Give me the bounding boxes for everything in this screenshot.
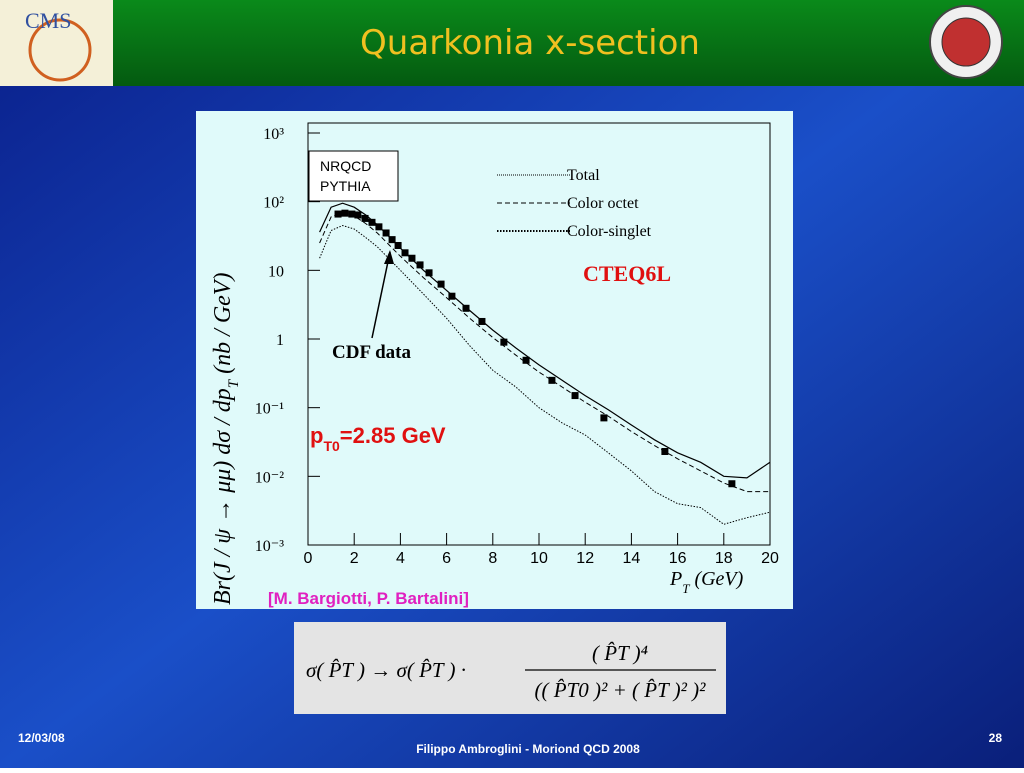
- data-point: [334, 210, 342, 218]
- footer-author: Filippo Ambroglini - Moriond QCD 2008: [416, 742, 640, 756]
- data-point: [348, 210, 356, 218]
- data-point: [661, 447, 669, 455]
- citation: [M. Bargiotti, P. Bartalini]: [268, 589, 469, 608]
- formula-box: [294, 622, 726, 714]
- legend-label: Color octet: [567, 195, 639, 212]
- data-point: [361, 214, 369, 222]
- x-tick-label: 12: [576, 550, 594, 567]
- series-line: [319, 211, 770, 493]
- series-line: [319, 224, 771, 525]
- x-tick-label: 10: [530, 550, 548, 567]
- data-point: [341, 209, 349, 217]
- data-point: [548, 376, 556, 384]
- logo-ring: [28, 18, 92, 82]
- slide-title: Quarkonia x-section: [360, 23, 700, 63]
- header-bar: [0, 0, 1024, 86]
- ylabel-part: (nb / GeV): [210, 273, 236, 380]
- data-point: [368, 218, 376, 226]
- data-point: [600, 414, 608, 422]
- x-tick-label: 8: [488, 550, 497, 567]
- data-point: [382, 229, 390, 237]
- y-tick-label: 1: [276, 332, 284, 349]
- model-label: NRQCD: [320, 158, 371, 174]
- x-tick-label: 4: [396, 550, 405, 567]
- model-label: PYTHIA: [320, 178, 371, 194]
- data-arrow: [371, 251, 391, 339]
- formula-numerator: ( P̂T )⁴: [592, 641, 648, 665]
- logo-text: CMS: [25, 8, 71, 33]
- xlabel-part: P: [669, 568, 682, 590]
- data-point: [388, 236, 396, 244]
- x-tick-label: 20: [761, 550, 779, 567]
- data-point: [522, 356, 530, 364]
- data-point: [425, 269, 433, 277]
- y-tick-label: 10⁻¹: [255, 401, 284, 418]
- data-point: [354, 211, 362, 219]
- legend-label: Color-singlet: [567, 223, 652, 240]
- series-line: [319, 202, 771, 479]
- formula-denominator: (( P̂T0 )² + ( P̂T )² )²: [535, 678, 707, 702]
- ylabel: Br(J / ψ → μμ) dσ / dpT (nb / GeV): [210, 273, 242, 605]
- pt0-part: =2.85 GeV: [340, 423, 446, 448]
- footer-page: 28: [989, 731, 1003, 745]
- data-point: [416, 261, 424, 269]
- y-tick-label: 10³: [263, 126, 284, 143]
- footer-date: 12/03/08: [18, 731, 65, 745]
- y-tick-label: 10⁻³: [255, 538, 284, 555]
- data-point: [437, 280, 445, 288]
- x-tick-label: 18: [715, 550, 733, 567]
- x-tick-label: 2: [350, 550, 359, 567]
- data-point: [408, 254, 416, 262]
- y-tick-label: 10²: [263, 195, 284, 212]
- x-tick-label: 14: [623, 550, 641, 567]
- y-tick-label: 10: [268, 263, 284, 280]
- pt0-label: pT0=2.85 GeV: [310, 423, 446, 454]
- data-point: [462, 304, 470, 312]
- data-point: [500, 338, 508, 346]
- model-box: [308, 150, 399, 202]
- pdf-label: CTEQ6L: [583, 261, 671, 286]
- xlabel-part: T: [682, 581, 690, 596]
- data-point: [394, 241, 402, 249]
- xlabel: PT (GeV): [669, 568, 744, 596]
- cms-logo: [0, 0, 113, 86]
- y-tick-label: 10⁻²: [255, 469, 284, 486]
- legend-label: Total: [567, 167, 600, 184]
- pt0-part: p: [310, 423, 323, 448]
- data-point: [448, 292, 456, 300]
- data-point: [401, 249, 409, 257]
- pt0-part: T0: [323, 438, 340, 454]
- x-tick-label: 0: [304, 550, 313, 567]
- x-tick-label: 16: [669, 550, 687, 567]
- data-point: [375, 223, 383, 231]
- data-point: [478, 317, 486, 325]
- arrow-head: [384, 250, 394, 264]
- ylabel-part: Br(J / ψ → μμ) dσ / dp: [210, 388, 236, 605]
- ylabel-part: T: [226, 378, 242, 388]
- data-point: [728, 480, 736, 488]
- formula-lhs: σ( P̂T ) → σ( P̂T ) ·: [306, 658, 466, 682]
- seal-inner: [941, 17, 991, 67]
- data-label: CDF data: [332, 342, 411, 363]
- xlabel-part: (GeV): [689, 568, 743, 590]
- data-point: [571, 392, 579, 400]
- chart-panel: [196, 111, 793, 609]
- x-tick-label: 6: [442, 550, 451, 567]
